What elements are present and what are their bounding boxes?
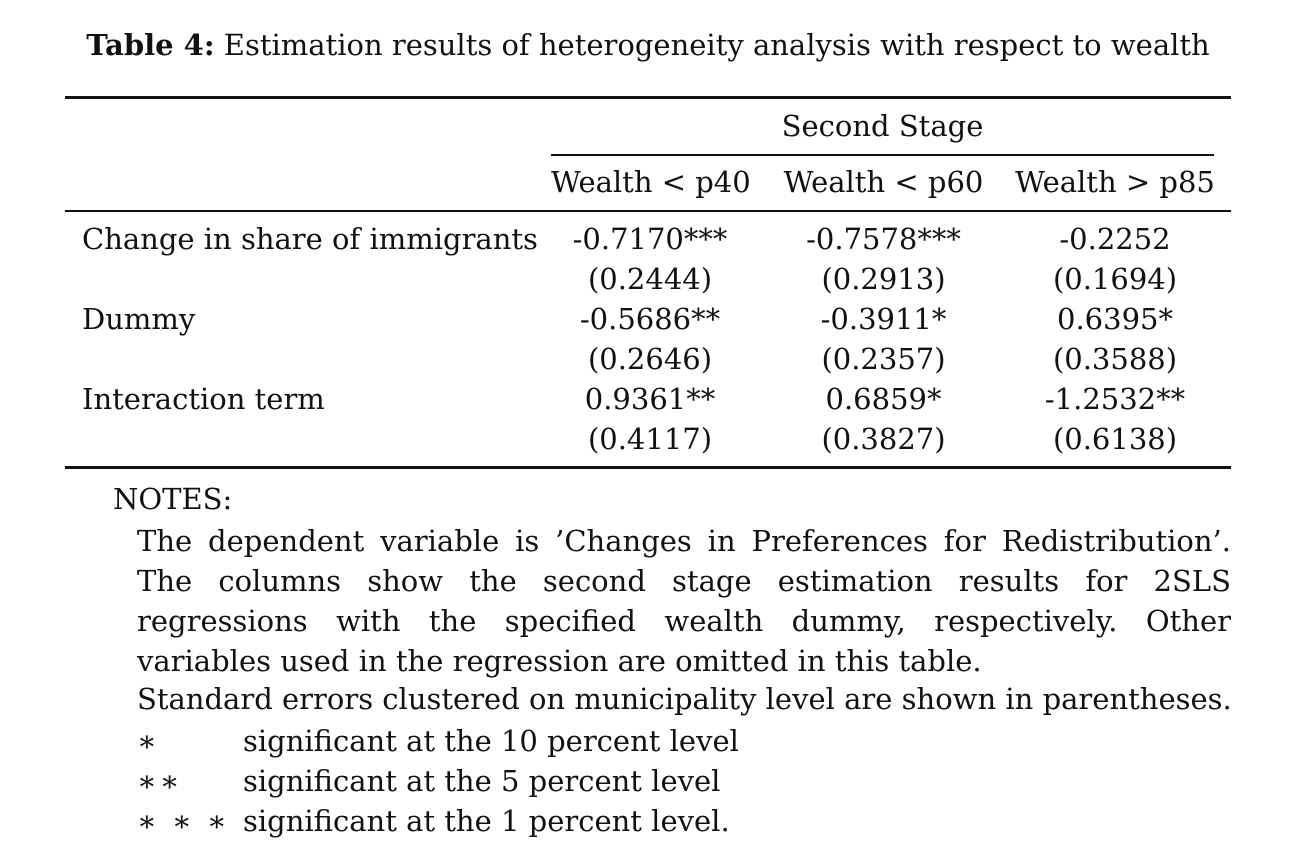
significance-text: significant at the 1 percent level. bbox=[243, 804, 730, 838]
notes-title: NOTES: bbox=[113, 482, 233, 516]
column-header-1: Wealth < p40 bbox=[551, 165, 751, 199]
coef-cell: -0.7170*** bbox=[572, 222, 728, 256]
coef-cell: -0.3911* bbox=[820, 302, 947, 336]
caption-text: Estimation results of heterogeneity anal… bbox=[223, 28, 1210, 62]
coef-cell: 0.6859* bbox=[825, 382, 942, 416]
header-rule bbox=[65, 210, 1231, 212]
table-caption: Table 4: Estimation results of heterogen… bbox=[0, 27, 1296, 63]
caption-label: Table 4: bbox=[86, 28, 215, 62]
se-cell: (0.6138) bbox=[1052, 422, 1178, 456]
significance-text: significant at the 5 percent level bbox=[243, 764, 721, 798]
coef-cell: 0.9361** bbox=[584, 382, 716, 416]
se-cell: (0.3588) bbox=[1052, 342, 1178, 376]
coef-cell: -0.5686** bbox=[579, 302, 721, 336]
coef-cell: 0.6395* bbox=[1057, 302, 1173, 336]
stage-cmidrule bbox=[551, 154, 1214, 156]
significance-symbol: ∗ ∗ ∗ bbox=[137, 804, 230, 838]
coef-cell: -0.2252 bbox=[1059, 222, 1171, 256]
stage-header: Second Stage bbox=[781, 109, 984, 143]
se-cell: (0.2913) bbox=[821, 262, 946, 296]
significance-symbol: ∗∗ bbox=[137, 764, 183, 798]
column-header-2: Wealth < p60 bbox=[783, 165, 984, 199]
se-cell: (0.4117) bbox=[587, 422, 713, 456]
notes-standard-errors: Standard errors clustered on municipalit… bbox=[137, 682, 1232, 716]
se-cell: (0.2357) bbox=[821, 342, 946, 376]
row-label-interaction: Interaction term bbox=[82, 382, 325, 416]
se-cell: (0.2646) bbox=[587, 342, 713, 376]
significance-text: significant at the 10 percent level bbox=[243, 724, 739, 758]
notes-paragraph: The dependent variable is ’Changes in Pr… bbox=[137, 524, 1231, 678]
se-cell: (0.2444) bbox=[587, 262, 713, 296]
column-header-3: Wealth > p85 bbox=[1015, 165, 1215, 199]
row-label-change-share: Change in share of immigrants bbox=[82, 222, 538, 256]
bottom-rule bbox=[65, 466, 1231, 469]
row-label-dummy: Dummy bbox=[82, 302, 196, 336]
se-cell: (0.3827) bbox=[821, 422, 946, 456]
coef-cell: -1.2532** bbox=[1044, 382, 1186, 416]
top-rule bbox=[65, 96, 1231, 99]
se-cell: (0.1694) bbox=[1052, 262, 1178, 296]
significance-symbol: ∗ bbox=[137, 724, 160, 758]
coef-cell: -0.7578*** bbox=[806, 222, 961, 256]
